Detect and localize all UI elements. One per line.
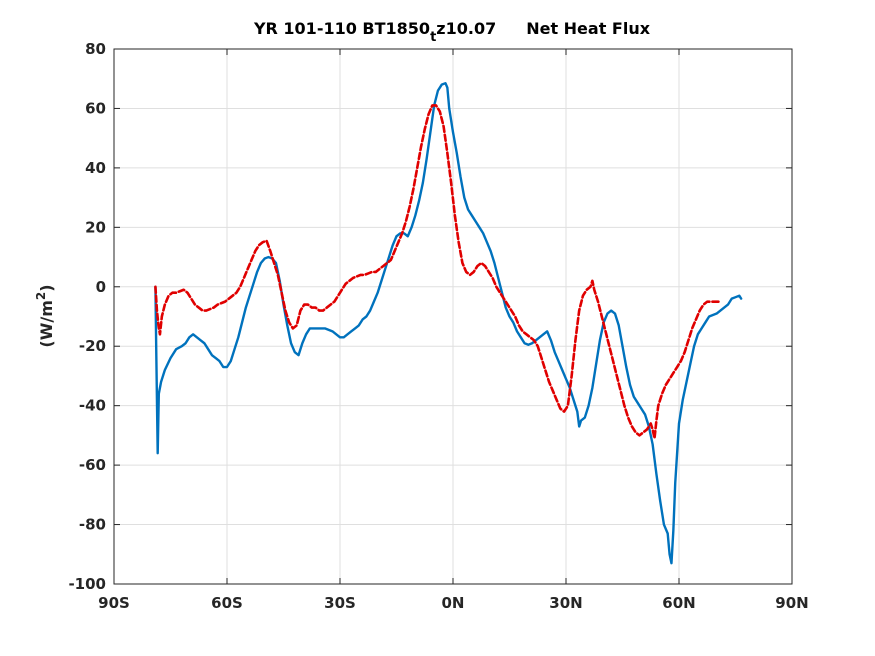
- y-tick-label: 80: [85, 40, 106, 58]
- y-tick-label: 40: [85, 159, 106, 177]
- x-tick-label: 90S: [98, 594, 130, 612]
- y-tick-labels: -100 -80 -60 -40 -20 0 20 40 60 80: [68, 40, 106, 593]
- y-tick-label: -100: [68, 575, 106, 593]
- tick-marks: [113, 48, 793, 585]
- y-tick-label: -60: [79, 456, 106, 474]
- ylabel-superscript: 2: [34, 292, 48, 300]
- x-tick-label: 30S: [324, 594, 356, 612]
- x-tick-label: 0N: [442, 594, 465, 612]
- title-right: Net Heat Flux: [526, 19, 651, 38]
- x-tick-label: 90N: [775, 594, 808, 612]
- y-tick-label: -40: [79, 397, 106, 415]
- series-layer: [154, 81, 743, 565]
- x-tick-label: 30N: [549, 594, 582, 612]
- x-tick-labels: 90S 60S 30S 0N 30N 60N 90N: [98, 594, 809, 612]
- series-line-2: [154, 104, 720, 440]
- title-suffix: z10.07: [436, 19, 496, 38]
- title-main: YR 101-110 BT1850: [253, 19, 430, 38]
- ylabel-main: (W/m: [37, 300, 56, 347]
- x-tick-label: 60S: [211, 594, 243, 612]
- y-tick-label: 60: [85, 99, 106, 117]
- y-axis-label: (W/m2): [34, 284, 56, 347]
- chart-title: YR 101-110 BT1850tz10.07 Net Heat Flux: [253, 19, 651, 45]
- x-tick-label: 60N: [662, 594, 695, 612]
- ylabel-close: ): [37, 284, 56, 291]
- title-subscript: t: [430, 30, 436, 45]
- y-tick-label: -20: [79, 337, 106, 355]
- y-tick-label: 0: [96, 278, 106, 296]
- y-tick-label: -80: [79, 516, 106, 534]
- y-tick-label: 20: [85, 218, 106, 236]
